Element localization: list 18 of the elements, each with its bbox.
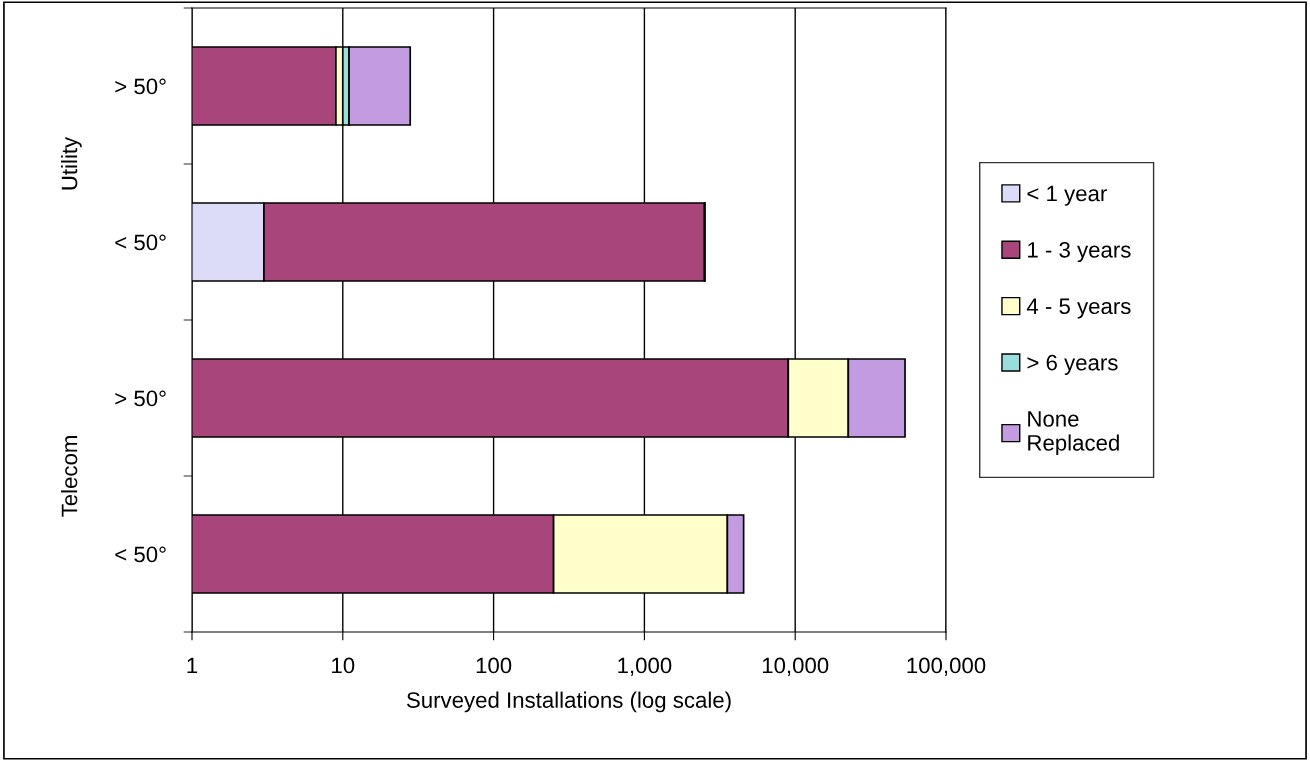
x-tick-label: 100,000 (907, 657, 986, 676)
text: Telecom (61, 436, 78, 517)
y-tick-label: > 50° (115, 390, 166, 407)
x-tick-label: 100 (476, 657, 512, 674)
legend-label: 1 - 3 years (1028, 241, 1131, 263)
x-tick-label: 1,000 (618, 657, 672, 676)
y-tick-label: < 50° (115, 546, 166, 563)
legend-label: 4 - 5 years (1026, 298, 1131, 319)
x-axis-title: Surveyed Installations (log scale) (406, 691, 731, 713)
x-tick-label: 10 (332, 657, 355, 674)
x-tick-label: 1 (187, 657, 198, 674)
legend-label: > 6 years (1027, 354, 1118, 375)
text: Utility (61, 136, 82, 190)
x-tick-label: 10,000 (762, 657, 829, 676)
legend-label: None Replaced (1028, 411, 1119, 456)
y-tick-label: < 50° (115, 234, 166, 251)
legend-label: < 1 year (1027, 185, 1107, 206)
y-tick-label: > 50° (115, 78, 166, 95)
